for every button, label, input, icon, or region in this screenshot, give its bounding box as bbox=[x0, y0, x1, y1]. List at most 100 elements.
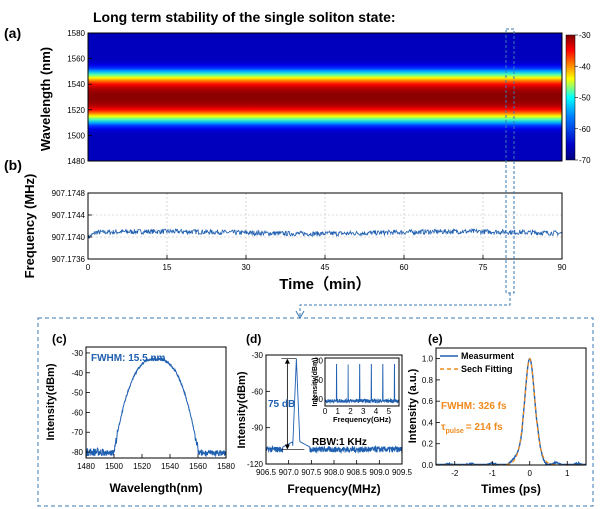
rf-inset-background bbox=[325, 358, 399, 406]
panel-label-d: (d) bbox=[246, 332, 261, 346]
rf-y-tick-label: -90 bbox=[251, 424, 263, 433]
frequency-x-label: Time（min） bbox=[279, 275, 370, 293]
frequency-x-tick-label: 15 bbox=[163, 263, 172, 272]
heatmap-panel: 1480 1500 1520 1540 1560 1580 Wavelength (nm)… bbox=[38, 29, 591, 166]
autocorrelation-panel: -2 -1 0 1 0.0 0.2 0.4 0.6 0.8 1.0 Measurment Sec… bbox=[407, 347, 587, 496]
frequency-panel: 0 15 30 45 60 75 90 907.1736907.1740907.174490… bbox=[22, 174, 567, 293]
heatmap-frame bbox=[87, 32, 563, 162]
spectrum-y-tick-label: -70 bbox=[71, 428, 83, 437]
colorbar-tick-label: -50 bbox=[579, 94, 591, 103]
rf-inset-x-tick-label: 5 bbox=[387, 407, 392, 416]
legend-measured-label: Measurment bbox=[461, 351, 514, 361]
colorbar bbox=[565, 34, 576, 161]
frequency-grid bbox=[88, 193, 562, 259]
frequency-y-tick-label: 907.1740 bbox=[52, 233, 86, 242]
spectrum-x-tick-label: 1540 bbox=[161, 462, 179, 471]
rf-x-tick-label: 907.0 bbox=[279, 468, 300, 477]
frequency-y-tick-label: 907.1736 bbox=[52, 255, 86, 264]
rf-inset-x-label: Frequency(GHz) bbox=[333, 415, 391, 424]
rf-inset-x-tick-label: 4 bbox=[374, 407, 379, 416]
frequency-x-tick-label: 60 bbox=[400, 263, 409, 272]
rf-inset-x-tick-label: 3 bbox=[361, 407, 366, 416]
spectrum-trace bbox=[85, 356, 227, 458]
rf-trace bbox=[265, 358, 403, 455]
rf-x-tick-label: 907.5 bbox=[301, 468, 322, 477]
autocorrelation-y-ticks: 0.0 0.2 0.4 0.6 0.8 1.0 bbox=[422, 355, 440, 470]
frequency-y-tick-label: 907.1744 bbox=[52, 211, 86, 220]
rf-y-label: Intensity(dBm) bbox=[236, 371, 248, 448]
autocorrelation-y-tick-label: 1.0 bbox=[422, 355, 434, 364]
panel-label-c: (c) bbox=[52, 332, 67, 346]
rf-inset-y-ticks: -30 -60 -90 bbox=[311, 357, 323, 404]
heatmap-image bbox=[88, 33, 562, 161]
heatmap-y-tick-label: 1580 bbox=[67, 29, 85, 38]
spectrum-x-label: Wavelength(nm) bbox=[110, 481, 203, 495]
autocorrelation-y-tick-label: 0.0 bbox=[422, 461, 434, 470]
frequency-x-tick-label: 0 bbox=[86, 263, 91, 272]
rf-snr-arrow-head-top bbox=[284, 358, 290, 364]
spectrum-x-tick-label: 1520 bbox=[133, 462, 151, 471]
tau-subscript: pulse bbox=[445, 428, 463, 435]
rf-rbw-annotation: RBW:1 KHz bbox=[312, 437, 367, 448]
connector-line bbox=[299, 293, 511, 316]
rf-inset-y-tick-label: -30 bbox=[311, 357, 323, 366]
frequency-y-tick-label: 907.1748 bbox=[52, 189, 86, 198]
frequency-trace bbox=[87, 227, 563, 241]
autocorrelation-x-ticks: -2 -1 0 1 bbox=[451, 461, 570, 478]
frequency-x-tick-label: 45 bbox=[321, 263, 330, 272]
autocorrelation-y-tick-label: 0.2 bbox=[422, 440, 434, 449]
colorbar-tick-label: -40 bbox=[579, 62, 591, 71]
rf-y-tick-label: -120 bbox=[247, 460, 264, 469]
spectrum-y-ticks: -30 -40 -50 -60 -70 -80 bbox=[71, 349, 90, 457]
rf-inset-y-tick-label: -60 bbox=[311, 376, 323, 385]
figure-title: Long term stability of the single solito… bbox=[93, 9, 396, 25]
autocorrelation-x-tick-label: 0 bbox=[528, 469, 533, 478]
spectrum-x-tick-label: 1580 bbox=[217, 462, 235, 471]
spectrum-x-tick-label: 1480 bbox=[77, 462, 95, 471]
rf-x-tick-label: 906.5 bbox=[256, 468, 277, 477]
heatmap-y-tick-label: 1560 bbox=[67, 55, 85, 64]
panel-label-a: (a) bbox=[4, 25, 21, 41]
colorbar-tick-label: -30 bbox=[579, 31, 591, 40]
rf-x-tick-label: 908.5 bbox=[347, 468, 368, 477]
rf-x-tick-label: 909.5 bbox=[392, 468, 413, 477]
colorbar-tick-label: -60 bbox=[579, 125, 591, 134]
rf-snr-arrow-head-bottom bbox=[284, 444, 290, 450]
autocorrelation-x-tick-label: -1 bbox=[489, 469, 497, 478]
rf-x-label: Frequency(MHz) bbox=[287, 482, 380, 496]
rf-inset-x-tick-label: 1 bbox=[336, 407, 341, 416]
rf-panel: 906.5 907.0 907.5 908.0 908.5 909.0 909.5 -30 -… bbox=[236, 351, 413, 496]
frequency-x-tick-label: 30 bbox=[242, 263, 251, 272]
colorbar-tick-label: -70 bbox=[579, 156, 591, 165]
heatmap-y-tick-label: 1480 bbox=[67, 157, 85, 166]
tau-symbol: τ bbox=[441, 422, 446, 433]
spectrum-frame bbox=[85, 346, 227, 459]
rf-inset-trace bbox=[324, 364, 400, 405]
frequency-x-ticks: 0 15 30 45 60 75 90 bbox=[86, 255, 567, 272]
frequency-y-label: Frequency (MHz) bbox=[22, 174, 37, 279]
spectrum-y-tick-label: -50 bbox=[71, 389, 83, 398]
autocorrelation-trace bbox=[436, 357, 586, 467]
rf-y-tick-label: -60 bbox=[251, 387, 263, 396]
spectrum-y-tick-label: -40 bbox=[71, 369, 83, 378]
colorbar-ticks: -30 -40 -50 -60 -70 bbox=[575, 31, 591, 165]
heatmap-y-ticks: 1480 1500 1520 1540 1560 1580 bbox=[67, 29, 92, 166]
spectrum-y-tick-label: -80 bbox=[71, 448, 83, 457]
autocorrelation-x-tick-label: -2 bbox=[451, 469, 459, 478]
spectrum-fwhm-annotation: FWHM: 15.5 nm bbox=[91, 353, 166, 364]
spectrum-x-ticks: 1480 1500 1520 1540 1560 1580 bbox=[77, 454, 235, 471]
frequency-x-tick-label: 90 bbox=[558, 263, 567, 272]
fwhm-annotation: FWHM: 326 fs bbox=[441, 401, 507, 412]
heatmap-y-tick-label: 1500 bbox=[67, 131, 85, 140]
legend-fit-label: Sech Fitting bbox=[461, 364, 513, 374]
tau-annotation: τpulse = 214 fs bbox=[441, 422, 503, 435]
spectrum-x-tick-label: 1500 bbox=[105, 462, 123, 471]
rf-inset-x-tick-label: 0 bbox=[323, 407, 328, 416]
rf-y-ticks: -30 -60 -90 -120 bbox=[247, 351, 270, 469]
autocorrelation-x-label: Times (ps) bbox=[481, 482, 541, 496]
rf-x-ticks: 906.5 907.0 907.5 908.0 908.5 909.0 909.5 bbox=[256, 460, 413, 477]
spectrum-y-tick-label: -30 bbox=[71, 349, 83, 358]
spectrum-panel: 1480 1500 1520 1540 1560 1580 -30 -40 -50 -60 -70… bbox=[45, 346, 235, 495]
